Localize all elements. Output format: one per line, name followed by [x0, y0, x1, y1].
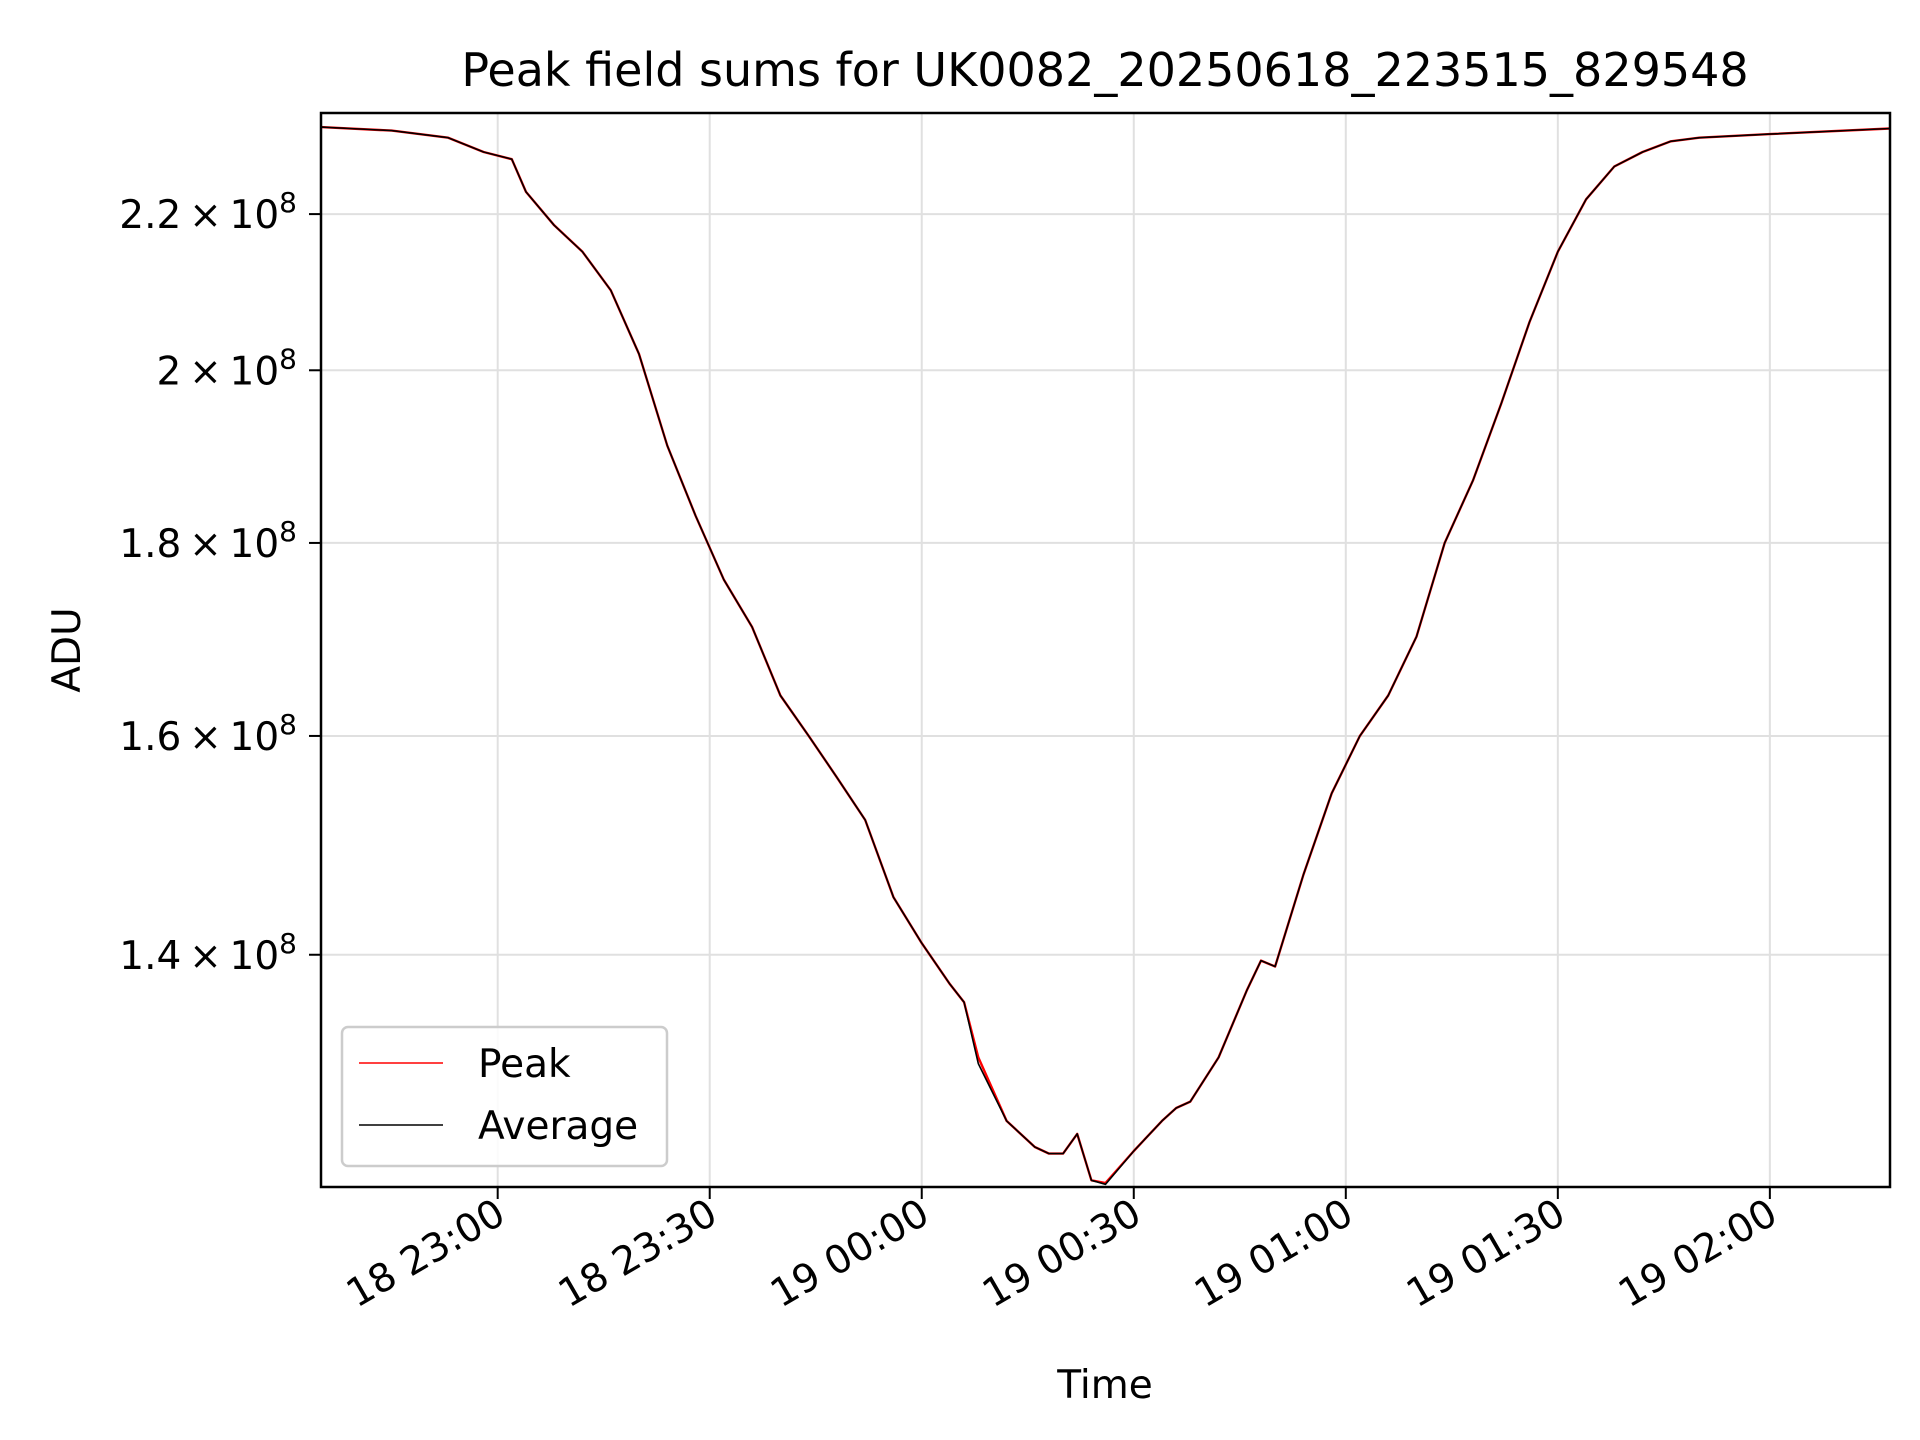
legend-box [340, 1025, 669, 1168]
legend: Peak Average [340, 1025, 669, 1168]
y-tick-label: 2 × 108 [156, 342, 297, 395]
plot-frame [319, 111, 1892, 1189]
y-axis-ticks: 1.4 × 108 1.6 × 108 1.8 × 108 2 × 108 2.2 × … [119, 186, 321, 979]
legend-label-peak: Peak [478, 1042, 571, 1087]
chart-title: Peak field sums for UK0082_20250618_2235… [461, 43, 1748, 97]
y-tick-label: 1.4 × 108 [119, 926, 297, 979]
y-tick-label: 1.8 × 108 [119, 514, 297, 567]
series-line-average [320, 126, 1891, 1186]
legend-label-average: Average [478, 1104, 638, 1149]
y-axis-label: ADU [45, 607, 90, 692]
grid-lines [321, 113, 1890, 1187]
y-tick-label: 2.2 × 108 [119, 186, 297, 239]
y-tick-label: 1.6 × 108 [119, 707, 297, 760]
x-axis-label: Time [1056, 1363, 1152, 1408]
series-layer [320, 125, 1891, 1186]
